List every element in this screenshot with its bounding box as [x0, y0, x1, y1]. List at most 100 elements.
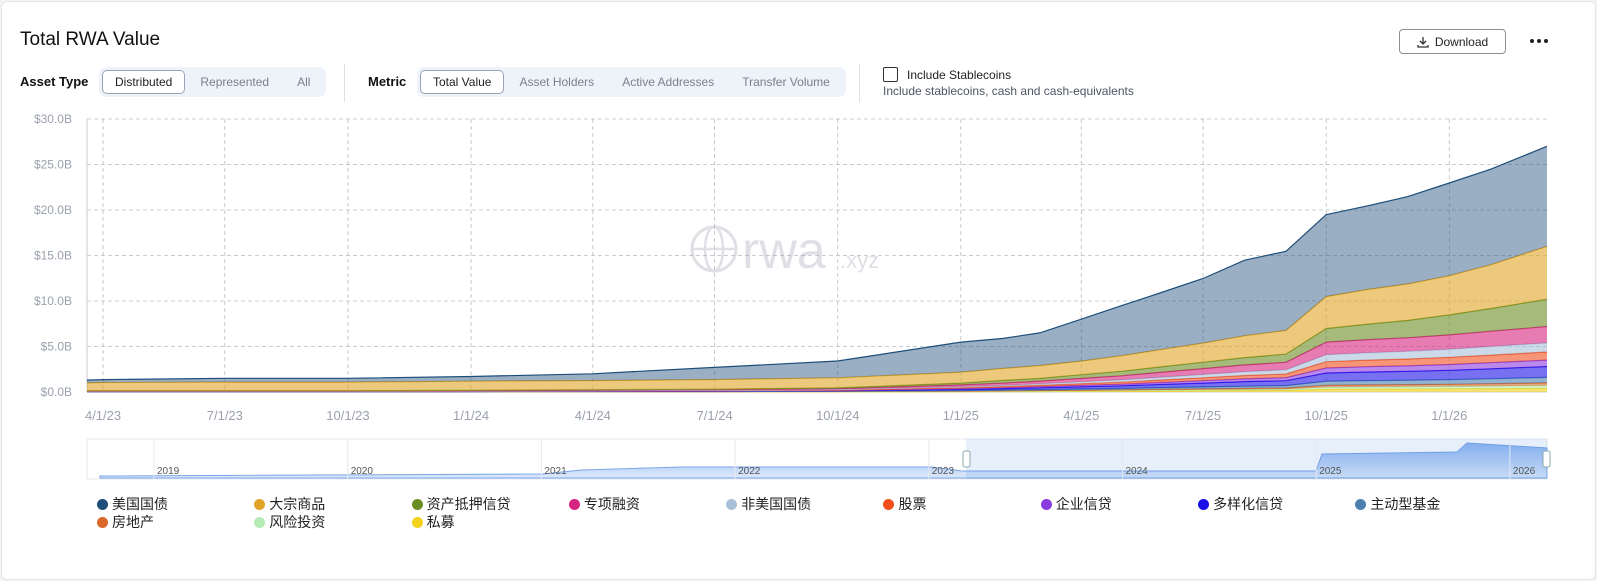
y-tick-label: $15.0B — [34, 249, 72, 263]
legend-label: 多样化信贷 — [1213, 497, 1284, 513]
legend-item[interactable]: 私募 — [411, 513, 569, 531]
filter-option[interactable]: Asset Holders — [519, 75, 595, 89]
legend-swatch — [411, 498, 423, 510]
filter-option[interactable]: All — [297, 75, 311, 89]
area — [87, 366, 1547, 392]
x-tick-label: 4/1/24 — [575, 408, 611, 423]
x-tick-label: 4/1/25 — [1063, 408, 1099, 423]
legend-label: 房地产 — [112, 515, 154, 531]
navigator-year: 2019 — [157, 466, 180, 477]
x-tick-label: 7/1/24 — [697, 408, 733, 423]
legend-swatch — [97, 498, 108, 510]
y-tick-label: $5.0B — [41, 340, 72, 354]
legend-swatch — [1198, 498, 1210, 510]
metric-group: Total Value Asset Holders Active Addresses… — [417, 67, 846, 97]
legend-item[interactable]: 多样化信贷 — [1198, 495, 1355, 513]
x-tick-label: 4/1/23 — [85, 408, 121, 423]
legend-item[interactable]: 非美国国债 — [726, 495, 883, 513]
x-tick-label: 1/1/25 — [943, 408, 979, 423]
legend-item[interactable]: 大宗商品 — [254, 495, 411, 513]
legend-item[interactable]: 资产抵押信贷 — [411, 495, 569, 513]
navigator-year: 2022 — [738, 466, 761, 477]
legend-label: 股票 — [898, 497, 927, 513]
legend-swatch — [254, 498, 266, 510]
watermark-suffix: .xyz — [840, 248, 879, 273]
divider — [859, 64, 860, 102]
legend-swatch — [1355, 498, 1367, 510]
area — [87, 377, 1547, 392]
stablecoin-checkbox[interactable] — [883, 67, 898, 82]
legend-item[interactable]: 股票 — [883, 495, 1040, 513]
areas — [86, 145, 1548, 393]
area-line — [86, 245, 1548, 384]
legend-item[interactable]: 美国国债 — [97, 495, 254, 513]
filter-option[interactable]: Distributed — [102, 70, 186, 94]
metric-label: Metric — [368, 74, 407, 89]
y-tick-label: $10.0B — [34, 294, 72, 308]
legend-label: 专项融资 — [583, 497, 640, 513]
y-tick-label: $25.0B — [34, 158, 72, 172]
area — [87, 146, 1547, 383]
area — [87, 299, 1547, 391]
filter-option[interactable]: Represented — [200, 75, 270, 89]
filter-option[interactable]: Total Value — [420, 70, 505, 94]
legend-item[interactable]: 主动型基金 — [1355, 495, 1512, 513]
more-button[interactable] — [1529, 35, 1551, 47]
x-tick-label: 10/1/23 — [326, 408, 369, 423]
download-button[interactable]: Download — [1399, 29, 1506, 54]
legend-swatch — [726, 498, 738, 510]
filter-option[interactable]: Active Addresses — [622, 75, 715, 89]
asset-type-group: Distributed Represented All — [99, 67, 327, 97]
y-tick-label: $20.0B — [34, 203, 72, 217]
legend-label: 主动型基金 — [1370, 497, 1441, 513]
x-tick-label: 1/1/24 — [453, 408, 489, 423]
legend-swatch — [883, 498, 895, 510]
x-tick-label: 1/1/26 — [1431, 408, 1467, 423]
filter-option[interactable]: Transfer Volume — [742, 75, 830, 89]
divider — [344, 64, 345, 102]
navigator: 2019 2020 2021 2022 2023 2024 2025 2026 — [86, 438, 1551, 480]
y-tick-label: $0.0B — [41, 385, 72, 399]
download-label: Download — [1434, 34, 1489, 49]
legend-item[interactable]: 企业信贷 — [1040, 495, 1198, 513]
x-tick-label: 10/1/25 — [1305, 408, 1348, 423]
area — [87, 326, 1547, 392]
legend-label: 资产抵押信贷 — [426, 497, 511, 513]
legend-label: 私募 — [426, 515, 455, 531]
legend-label: 非美国国债 — [741, 497, 812, 513]
legend-swatch — [97, 516, 108, 528]
navigator-window[interactable] — [966, 439, 1547, 479]
x-tick-label: 7/1/23 — [207, 408, 243, 423]
stablecoin-note: Include stablecoins, cash and cash-equiv… — [883, 84, 1134, 98]
legend-swatch — [1040, 498, 1052, 510]
navigator-year: 2026 — [1513, 466, 1536, 477]
asset-type-label: Asset Type — [20, 74, 89, 89]
watermark: rwa .xyz — [690, 222, 879, 280]
area — [87, 360, 1547, 392]
x-tick-label: 10/1/24 — [816, 408, 859, 423]
x-tick-label: 7/1/25 — [1185, 408, 1221, 423]
stablecoin-label[interactable]: Include Stablecoins — [907, 68, 1012, 82]
legend-label: 企业信贷 — [1055, 497, 1112, 513]
navigator-handle[interactable] — [1542, 450, 1551, 468]
y-tick-label: $30.0B — [34, 112, 72, 126]
legend-item[interactable]: 专项融资 — [568, 495, 726, 513]
download-icon — [1417, 36, 1429, 48]
legend-item[interactable]: 房地产 — [97, 513, 254, 531]
navigator-year: 2024 — [1126, 466, 1149, 477]
legend-item[interactable]: 风险投资 — [254, 513, 411, 531]
navigator-year: 2025 — [1319, 466, 1342, 477]
legend-label: 大宗商品 — [269, 497, 326, 513]
legend-swatch — [411, 516, 423, 528]
legend-swatch — [568, 498, 580, 510]
area-line — [86, 145, 1548, 381]
title: Total RWA Value — [20, 29, 161, 50]
area — [87, 246, 1547, 391]
navigator-handle[interactable] — [962, 450, 971, 468]
legend-swatch — [254, 516, 266, 528]
navigator-year: 2020 — [351, 466, 374, 477]
watermark-main: rwa — [742, 222, 826, 280]
navigator-year: 2023 — [932, 466, 955, 477]
